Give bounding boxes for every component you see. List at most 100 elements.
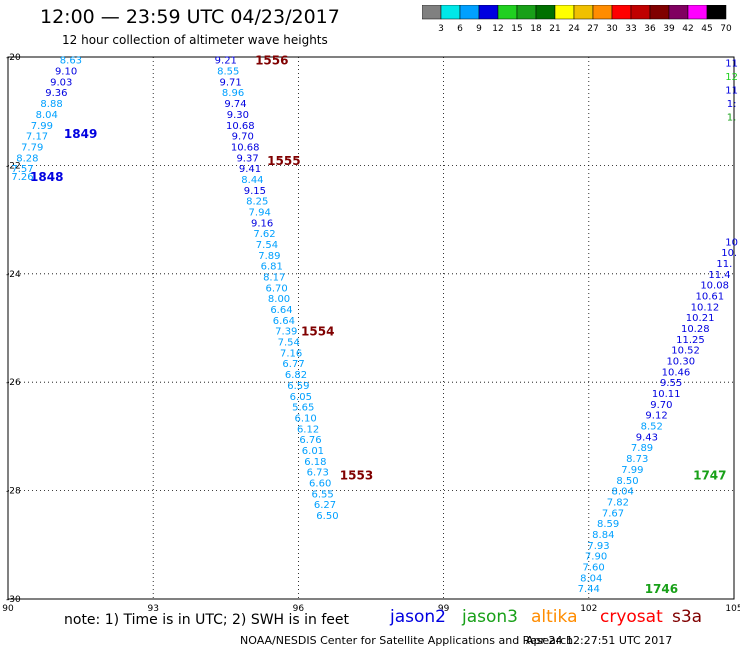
pass-label: 1555 <box>267 154 300 168</box>
swh-value: 8.84 <box>592 530 614 541</box>
scale-label: 30 <box>606 24 618 34</box>
swh-value: 8.55 <box>217 67 239 78</box>
pass-label: 1747 <box>693 468 726 482</box>
swh-value: 7.67 <box>602 508 624 519</box>
x-tick-label: 96 <box>293 604 305 614</box>
swh-value: 9.43 <box>636 432 658 443</box>
y-tick-label: -24 <box>6 270 21 280</box>
swh-value: 6.27 <box>314 500 336 511</box>
swh-value: 8.04 <box>580 573 602 584</box>
swh-value: 9.30 <box>227 110 249 121</box>
swh-value: 8.63 <box>60 56 82 67</box>
swh-value: 11 <box>725 58 738 69</box>
satellite-label-s3a: s3a <box>672 607 703 627</box>
swh-value: 9.15 <box>244 186 266 197</box>
swh-value: 8.73 <box>626 454 648 465</box>
swh-value: 8.44 <box>241 175 263 186</box>
swh-value: 7.60 <box>583 562 605 573</box>
pass-label: 1556 <box>255 54 288 68</box>
y-tick-label: -30 <box>6 595 21 605</box>
swh-value: 8.59 <box>597 519 619 530</box>
swh-value: 6.18 <box>304 457 326 468</box>
swh-value: 7.62 <box>253 229 275 240</box>
scale-label: 33 <box>625 24 636 34</box>
scale-label: 18 <box>530 24 542 34</box>
swh-value: 6.73 <box>307 468 329 479</box>
swh-value: 9.74 <box>224 99 246 110</box>
swh-value: 9.16 <box>251 218 273 229</box>
pass-label: 1848 <box>30 170 63 184</box>
scale-label: 6 <box>457 24 463 34</box>
swh-value: 10.68 <box>231 142 260 153</box>
swh-value: 9.37 <box>236 153 258 164</box>
scale-label: 3 <box>438 24 444 34</box>
swh-value: 5.65 <box>292 403 314 414</box>
swh-value: 7.16 <box>280 348 302 359</box>
swh-value: 7.17 <box>26 132 48 143</box>
swh-value: 7.89 <box>631 443 653 454</box>
swh-value: 8.52 <box>641 422 663 433</box>
swh-value: 7.82 <box>607 497 629 508</box>
swh-value: 8.25 <box>246 197 268 208</box>
y-tick-label: -22 <box>6 161 21 171</box>
swh-value: 6.01 <box>302 446 324 457</box>
swh-value: 7.90 <box>585 552 607 563</box>
swh-value: 6.76 <box>299 435 321 446</box>
swh-value: 9.12 <box>645 411 667 422</box>
swh-value: 10.61 <box>695 291 724 302</box>
swh-value: 8.28 <box>16 153 38 164</box>
swh-value: 6.64 <box>273 316 295 327</box>
satellite-label-jason3: jason3 <box>462 607 518 627</box>
pass-label: 1746 <box>645 582 678 596</box>
footer-note: note: 1) Time is in UTC; 2) SWH is in fe… <box>64 612 350 628</box>
swh-value: 8.17 <box>263 273 285 284</box>
swh-value: 9.55 <box>660 378 682 389</box>
swh-value: 6.77 <box>282 359 304 370</box>
swh-value: 11.25 <box>676 335 705 346</box>
swh-value: 9.03 <box>50 77 72 88</box>
swh-value: 7.89 <box>258 251 280 262</box>
scale-label: 36 <box>644 24 656 34</box>
swh-value: 11 <box>725 86 738 97</box>
scale-label: 24 <box>568 24 580 34</box>
swh-value: 6.81 <box>261 262 283 273</box>
swh-value: 8.88 <box>40 99 62 110</box>
swh-value: 9.41 <box>239 164 261 175</box>
scale-label: 9 <box>476 24 482 34</box>
swh-value: 10.30 <box>666 357 695 368</box>
scale-label: 42 <box>682 24 693 34</box>
swh-value: 7.54 <box>278 338 300 349</box>
swh-value: 11. <box>716 259 732 270</box>
x-tick-label: 99 <box>438 604 450 614</box>
swh-value: 7.57 <box>11 164 33 175</box>
swh-value: 7.93 <box>587 541 609 552</box>
swh-value: 6.50 <box>316 511 338 522</box>
satellite-label-jason2: jason2 <box>390 607 446 627</box>
swh-value: 10. <box>721 248 737 259</box>
plot-frame <box>7 56 735 600</box>
swh-value: 10.46 <box>662 367 691 378</box>
swh-value: 6.70 <box>265 283 287 294</box>
swh-value: 9.70 <box>232 132 254 143</box>
swh-value: 9.71 <box>220 77 242 88</box>
x-tick-label: 105 <box>725 604 740 614</box>
swh-value: 12 <box>725 72 738 83</box>
x-tick-label: 90 <box>2 604 14 614</box>
swh-value: 8.50 <box>616 476 638 487</box>
swh-value: 7.99 <box>621 465 643 476</box>
swh-value: 9.10 <box>55 67 77 78</box>
swh-value: 9.21 <box>215 56 237 67</box>
x-tick-label: 93 <box>147 604 158 614</box>
pass-label: 1553 <box>340 468 373 482</box>
swh-value: 6.12 <box>297 424 319 435</box>
swh-value: 10.28 <box>681 324 710 335</box>
swh-value: 10.68 <box>226 121 255 132</box>
swh-value: 8.04 <box>36 110 58 121</box>
page-title: 12:00 — 23:59 UTC 04/23/2017 <box>40 6 340 28</box>
scale-label: 39 <box>663 24 675 34</box>
y-tick-label: -28 <box>6 487 21 497</box>
swh-value: 10.08 <box>700 281 729 292</box>
swh-value: 8.04 <box>612 487 634 498</box>
satellite-label-altika: altika <box>531 607 578 627</box>
